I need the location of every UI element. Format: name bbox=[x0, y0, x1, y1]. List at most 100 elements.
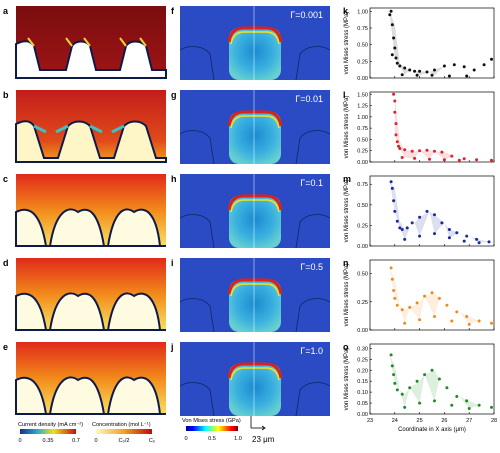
colorbar-concentration-tick: C₀/2 bbox=[118, 438, 129, 444]
data-point bbox=[398, 147, 402, 150]
panel-e bbox=[15, 342, 166, 415]
data-point bbox=[413, 69, 417, 73]
chart-m: 0.00 0.25 0.50 0.75 von Mises stress (MPa) bbox=[344, 175, 495, 250]
data-point bbox=[442, 158, 446, 162]
panel-letter: a bbox=[3, 6, 9, 16]
colorbar-stress-tick: 0 bbox=[184, 436, 187, 442]
data-point bbox=[455, 395, 459, 398]
data-point bbox=[462, 157, 466, 161]
data-point bbox=[408, 386, 412, 390]
colorbar-current: Current density (mA cm⁻²) 0 0.35 0.7 bbox=[18, 422, 83, 444]
panel-d bbox=[15, 258, 166, 331]
data-point bbox=[403, 405, 407, 409]
y-tick-label: 1.25 bbox=[357, 104, 368, 110]
plot-frame bbox=[369, 91, 495, 163]
colorbar-stress-tick: 1.0 bbox=[234, 436, 242, 442]
data-point bbox=[442, 64, 446, 68]
data-point bbox=[408, 68, 412, 72]
colorbar-stress-label: Von Mises stress (GPa) bbox=[182, 418, 241, 424]
plot-frame bbox=[369, 343, 495, 415]
panel-letter: i bbox=[171, 258, 174, 268]
y-tick-label: 1.50 bbox=[357, 92, 368, 98]
column-current-density: Current density (mA cm⁻²) 0 0.35 0.7 Con… bbox=[15, 6, 167, 444]
data-point bbox=[390, 277, 394, 281]
data-point bbox=[390, 53, 394, 57]
data-point bbox=[433, 315, 436, 318]
gamma-label: Γ=1.0 bbox=[300, 346, 323, 356]
y-tick-label: 0.00 bbox=[357, 76, 368, 82]
panel-letter: l bbox=[343, 90, 346, 100]
y-tick-label: 0.50 bbox=[357, 137, 368, 143]
data-point bbox=[403, 66, 407, 70]
data-point bbox=[490, 405, 493, 409]
colorbar-current-tick: 0.35 bbox=[43, 438, 54, 444]
panel-letter: n bbox=[343, 258, 349, 268]
y-axis-label: von Mises stress (MPa) bbox=[344, 180, 350, 243]
data-point bbox=[465, 315, 469, 318]
data-point bbox=[467, 407, 471, 410]
panel-letter: h bbox=[171, 174, 177, 184]
colorbar-current-label: Current density (mA cm⁻²) bbox=[18, 422, 83, 428]
data-point bbox=[410, 149, 414, 153]
series-envelope bbox=[389, 11, 494, 76]
scalebar-label: 23 μm bbox=[252, 435, 275, 444]
data-point bbox=[393, 110, 397, 114]
x-tick-label: 26 bbox=[441, 418, 447, 424]
gamma-label: Γ=0.1 bbox=[300, 178, 323, 188]
y-tick-label: 0.00 bbox=[357, 244, 368, 250]
data-point bbox=[393, 296, 397, 300]
data-point bbox=[394, 133, 398, 137]
colorbar-concentration-tick: C₀ bbox=[149, 438, 156, 444]
x-axis-label: Coordinate in X axis (μm) bbox=[398, 427, 466, 433]
colorbar-current-tick: 0.7 bbox=[72, 438, 80, 444]
y-tick-label: 0.25 bbox=[357, 357, 368, 363]
data-point bbox=[405, 226, 409, 230]
stress-map-panel: Γ=0.1 bbox=[179, 174, 331, 249]
colorbar-stress-tick: 0.5 bbox=[208, 436, 216, 442]
colorbar-current-tick: 0 bbox=[18, 438, 21, 444]
data-point bbox=[393, 99, 397, 103]
y-tick-label: 0.10 bbox=[357, 390, 368, 396]
data-point bbox=[403, 237, 407, 241]
data-point bbox=[395, 140, 399, 144]
data-point bbox=[430, 368, 434, 372]
data-point bbox=[472, 68, 476, 72]
data-point bbox=[433, 399, 436, 403]
plot-frame bbox=[369, 259, 495, 331]
data-point bbox=[447, 228, 451, 231]
data-point bbox=[445, 386, 449, 390]
data-point bbox=[415, 73, 419, 77]
data-point bbox=[400, 156, 404, 159]
chart-n: 0.00 0.25 0.50 von Mises stress (MPa) bbox=[344, 259, 495, 334]
y-axis-label: von Mises stress (MPa) bbox=[344, 348, 350, 411]
y-tick-label: 0.75 bbox=[357, 126, 368, 132]
data-point bbox=[400, 73, 404, 77]
panel-letters: a b c d e f g h i j k l m n o bbox=[3, 6, 351, 352]
y-tick-label: 0.25 bbox=[357, 300, 368, 306]
data-point bbox=[400, 228, 404, 231]
data-point bbox=[465, 399, 469, 403]
data-point bbox=[394, 56, 398, 60]
data-point bbox=[393, 46, 397, 50]
x-tick-label: 24 bbox=[392, 418, 398, 424]
panel-b bbox=[15, 90, 167, 163]
series-envelope bbox=[389, 267, 494, 325]
y-tick-label: 0.25 bbox=[357, 223, 368, 229]
data-point bbox=[395, 61, 399, 65]
gamma-label: Γ=0.001 bbox=[290, 10, 323, 20]
data-point bbox=[447, 74, 451, 78]
stress-map-panel: Γ=0.01 bbox=[179, 90, 331, 165]
data-point bbox=[457, 158, 461, 162]
series-envelope bbox=[389, 354, 494, 409]
chart-l: 0.00 0.25 0.50 0.75 1.00 1.25 1.50 von Mises st… bbox=[344, 91, 495, 166]
data-point bbox=[440, 221, 444, 225]
scalebar: 23 μm bbox=[250, 416, 275, 444]
panel-a bbox=[15, 6, 167, 79]
data-point bbox=[477, 319, 481, 323]
data-point bbox=[490, 321, 493, 325]
data-point bbox=[413, 156, 417, 160]
panel-letter: e bbox=[3, 342, 8, 352]
data-point bbox=[455, 310, 459, 314]
y-tick-label: 0.50 bbox=[357, 43, 368, 49]
panel-letter: m bbox=[343, 174, 351, 184]
